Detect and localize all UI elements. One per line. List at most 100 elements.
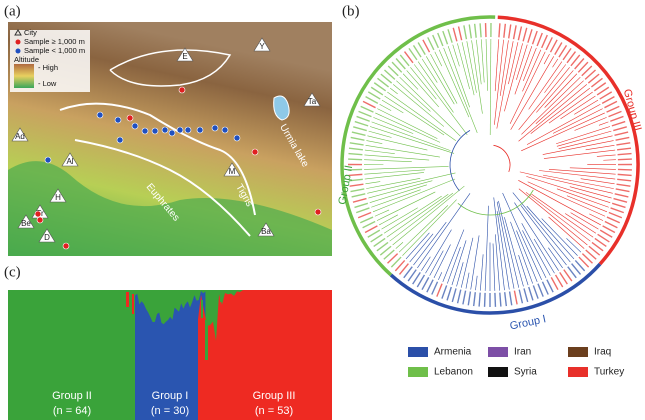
branch [504,43,522,111]
leaf-label [555,43,562,55]
leaf-label [611,208,624,213]
city-label: Al [66,157,73,166]
leaf-label [368,92,380,99]
branch [549,169,616,174]
leaf-label [504,24,506,38]
structure-noise [205,320,208,360]
branch [519,67,570,130]
branch [472,40,483,113]
structure-noise [201,300,203,318]
structure-noise [132,294,134,314]
branch [481,39,484,82]
group-label: Group I [509,313,547,332]
leaf-label [443,31,448,44]
branch [542,219,578,256]
legend-label: Armenia [434,347,472,358]
leaf-label [537,33,542,46]
sample-point [63,243,69,249]
sample-point [37,217,43,223]
branch [410,67,436,99]
leaf-label [474,292,476,306]
branch [430,54,457,104]
legend-icon [16,49,21,54]
branch [599,122,608,125]
branch [522,50,540,92]
branch [377,192,435,221]
sample-point [97,112,103,118]
branch [490,39,491,135]
leaf-label [417,275,424,287]
leaf-label [475,24,477,38]
legend-swatch [408,347,428,357]
sample-point [132,123,138,129]
group-name: Group III [253,390,296,402]
leaf-label [352,194,366,197]
branch [497,41,513,128]
branch [384,196,442,233]
leaf-label [613,127,626,131]
leaf-label [463,291,466,305]
leaf-label [603,226,615,233]
group-arc [450,130,470,190]
leaf-label [505,292,507,306]
branch [519,255,529,285]
altitude-scale [14,64,34,88]
leaf-label [604,101,617,107]
leaf-label [605,222,618,228]
sample-point [162,127,168,133]
leaf-label [538,284,543,297]
leaf-label [607,217,620,223]
leaf-label [479,293,480,307]
leaf-label [616,189,630,192]
leaf-label [618,159,632,160]
branch [543,141,614,155]
legend-label: Iraq [594,347,611,358]
legend-text: City [24,28,37,37]
leaf-label [348,154,362,155]
leaf-label [366,97,378,104]
sample-point [315,209,321,215]
branch [390,193,453,241]
group-size: (n = 64) [53,405,91,417]
leaf-label [615,132,629,135]
leaf-label [529,287,533,300]
sample-point [115,117,121,123]
branch [528,182,605,216]
branch [515,46,532,94]
branch [544,54,549,64]
leaf-label [348,159,362,160]
panel-label: (b) [342,3,360,19]
city-label: M [229,167,236,176]
structure-noise [126,292,129,307]
city-label: Ta [308,97,317,106]
leaf-label [609,213,622,218]
leaf-label [363,101,376,107]
leaf-label [617,148,631,150]
branch [514,203,558,271]
city-label: Be [21,219,31,228]
sample-point [179,87,185,93]
leaf-label [428,37,434,50]
leaf-label [542,282,548,295]
leaf-label [547,280,553,293]
legend-label: Turkey [594,367,624,378]
legend-text: Altitude [14,55,39,64]
sample-point [212,125,218,131]
leaf-label [418,43,425,55]
legend-swatch [488,367,508,377]
leaf-label [616,143,630,145]
branch [539,171,615,180]
branch [534,239,554,273]
leaf-label [363,222,376,228]
branch [571,213,599,229]
branch [545,74,577,108]
branch [364,155,429,160]
group-size: (n = 53) [255,405,293,417]
leaf-label [365,226,377,233]
branch [379,215,398,225]
city-label: Ba [261,227,271,236]
sample-point [127,115,133,121]
legend-label: Lebanon [434,367,473,378]
branch [396,242,403,248]
branch [443,230,464,282]
